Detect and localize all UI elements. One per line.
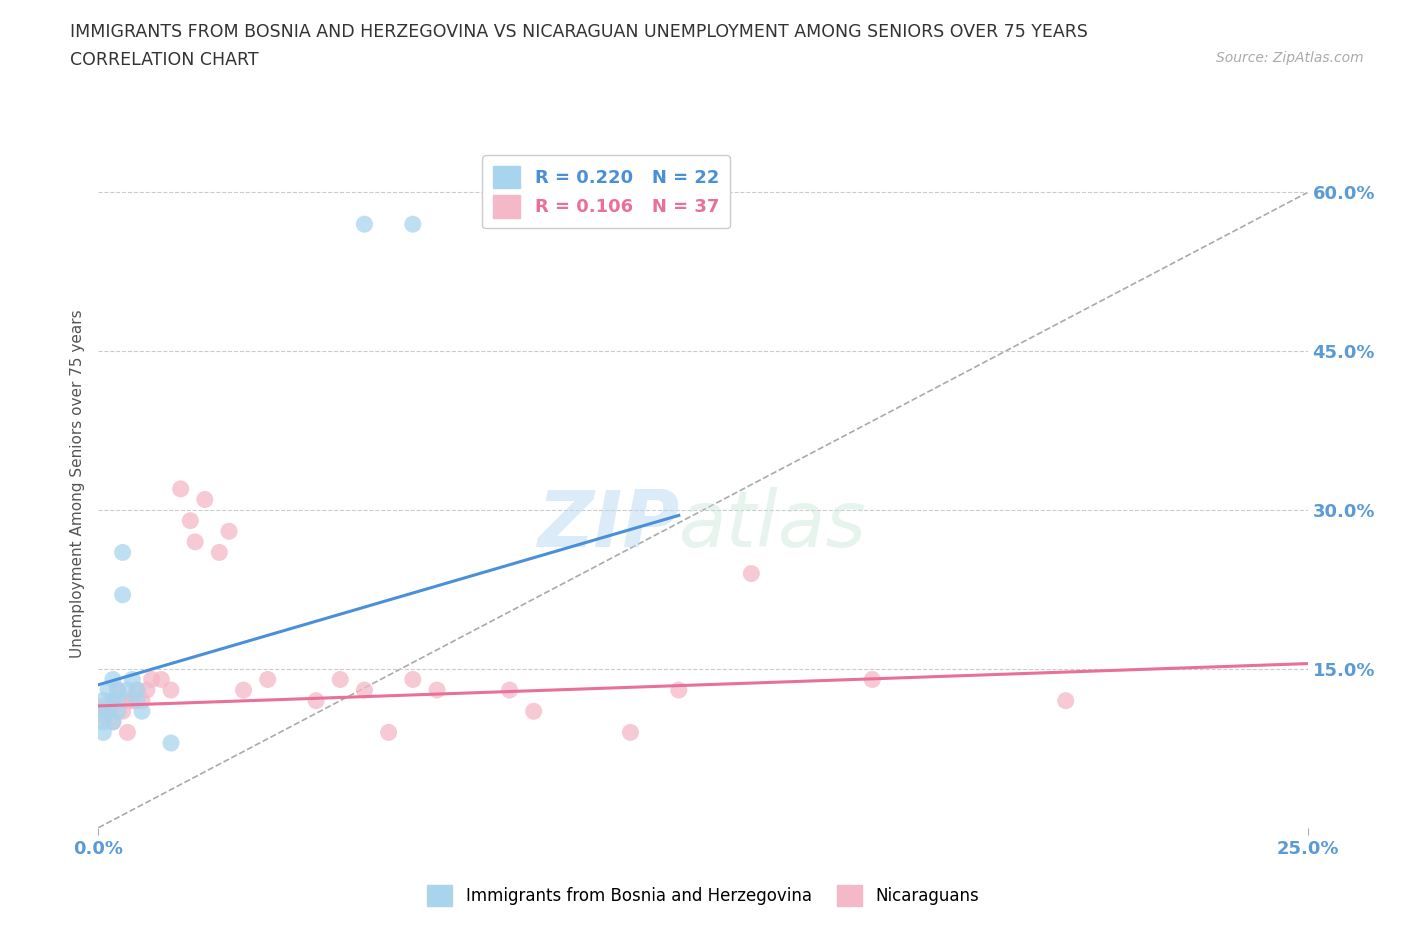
Point [160, 736, 183, 751]
Point [184, 535, 207, 550]
Legend: R = 0.220   N = 22, R = 0.106   N = 37: R = 0.220 N = 22, R = 0.106 N = 37 [482, 155, 730, 229]
Point [668, 683, 690, 698]
Point [127, 693, 149, 708]
Point [91, 709, 114, 724]
Point [402, 217, 425, 232]
Point [121, 672, 143, 687]
Point [498, 683, 520, 698]
Point [127, 683, 149, 698]
Point [131, 693, 153, 708]
Point [111, 588, 134, 603]
Point [101, 693, 124, 708]
Point [232, 683, 254, 698]
Text: ZIP: ZIP [537, 487, 679, 563]
Point [377, 725, 399, 740]
Text: Source: ZipAtlas.com: Source: ZipAtlas.com [1216, 51, 1364, 65]
Point [179, 513, 201, 528]
Point [218, 524, 240, 538]
Point [97, 704, 120, 719]
Point [208, 545, 231, 560]
Point [860, 672, 883, 687]
Point [91, 714, 114, 729]
Point [91, 698, 114, 713]
Text: IMMIGRANTS FROM BOSNIA AND HERZEGOVINA VS NICARAGUAN UNEMPLOYMENT AMONG SENIORS : IMMIGRANTS FROM BOSNIA AND HERZEGOVINA V… [70, 23, 1088, 41]
Point [402, 672, 425, 687]
Point [523, 704, 546, 719]
Point [111, 704, 134, 719]
Point [353, 217, 375, 232]
Point [101, 714, 124, 729]
Legend: Immigrants from Bosnia and Herzegovina, Nicaraguans: Immigrants from Bosnia and Herzegovina, … [420, 879, 986, 912]
Point [117, 683, 139, 698]
Point [127, 683, 149, 698]
Point [97, 683, 120, 698]
Point [91, 693, 114, 708]
Point [256, 672, 278, 687]
Point [194, 492, 217, 507]
Point [619, 725, 641, 740]
Point [353, 683, 375, 698]
Point [141, 672, 163, 687]
Point [160, 683, 183, 698]
Point [117, 725, 139, 740]
Point [91, 704, 114, 719]
Point [305, 693, 328, 708]
Point [131, 704, 153, 719]
Point [101, 714, 124, 729]
Point [107, 693, 129, 708]
Point [111, 545, 134, 560]
Point [101, 693, 124, 708]
Y-axis label: Unemployment Among Seniors over 75 years: Unemployment Among Seniors over 75 years [70, 310, 86, 658]
Point [107, 704, 129, 719]
Point [135, 683, 157, 698]
Point [169, 482, 191, 497]
Point [1054, 693, 1077, 708]
Point [91, 725, 114, 740]
Point [101, 672, 124, 687]
Point [117, 693, 139, 708]
Point [740, 566, 762, 581]
Point [150, 672, 173, 687]
Text: CORRELATION CHART: CORRELATION CHART [70, 51, 259, 69]
Point [107, 683, 129, 698]
Point [121, 693, 143, 708]
Text: atlas: atlas [679, 487, 866, 563]
Point [97, 704, 120, 719]
Point [329, 672, 352, 687]
Point [426, 683, 449, 698]
Point [107, 683, 129, 698]
